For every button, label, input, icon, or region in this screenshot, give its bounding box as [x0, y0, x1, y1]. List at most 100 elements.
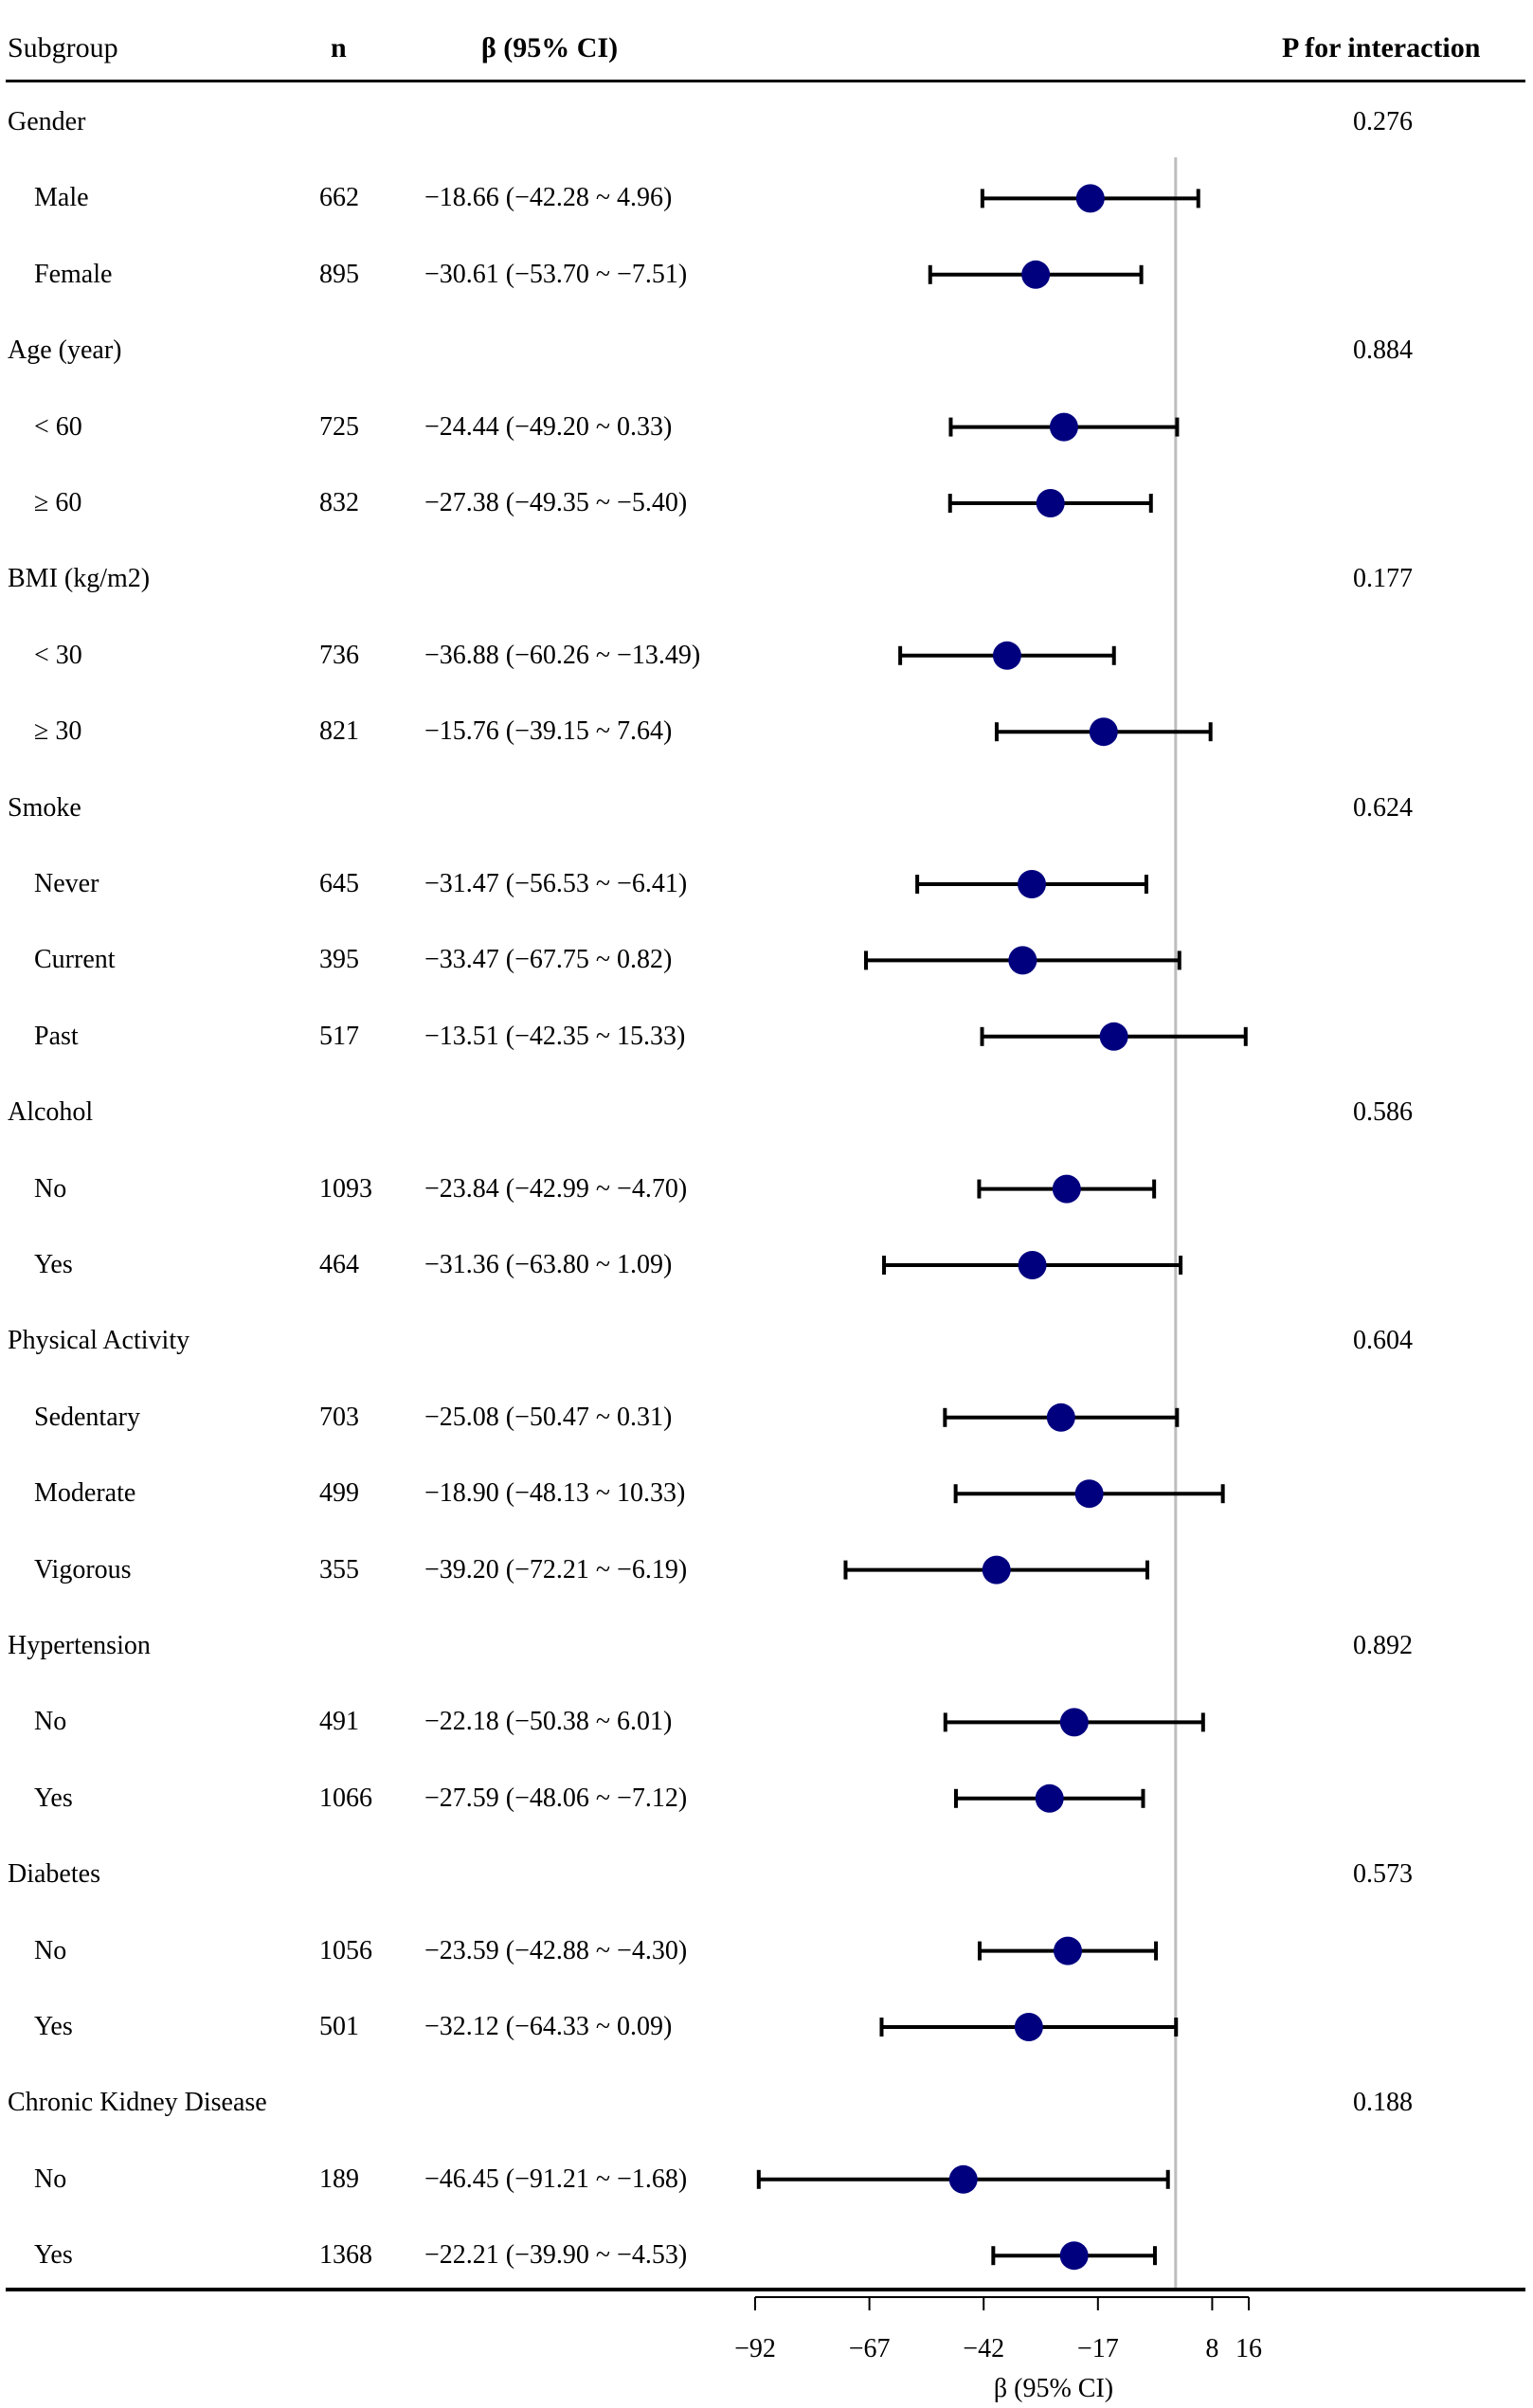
x-tick-label: 8	[1205, 2334, 1219, 2363]
subgroup-label: ≥ 30	[34, 716, 82, 747]
n-value: 1093	[319, 1173, 372, 1204]
estimate-point	[1036, 489, 1065, 517]
beta-ci-text: −27.59 (−48.06 ~ −7.12)	[424, 1783, 688, 1813]
subgroup-label: Past	[34, 1021, 79, 1051]
header-n: n	[331, 32, 347, 63]
subgroup-label: Yes	[34, 2012, 73, 2041]
n-value: 1056	[319, 1935, 372, 1965]
bottom-rule	[6, 2288, 1525, 2291]
estimate-point	[1008, 946, 1037, 975]
p-interaction-value: 0.586	[1353, 1097, 1413, 1128]
group-label: Gender	[8, 107, 86, 136]
beta-ci-text: −18.66 (−42.28 ~ 4.96)	[424, 183, 673, 213]
estimate-point	[1014, 2013, 1043, 2041]
beta-ci-text: −36.88 (−60.26 ~ −13.49)	[424, 640, 701, 670]
subgroup-label: No	[34, 1707, 67, 1737]
subgroup-label: < 60	[34, 411, 82, 442]
p-interaction-value: 0.884	[1353, 335, 1413, 366]
n-value: 189	[319, 2164, 359, 2194]
subgroup-label: Male	[34, 183, 89, 213]
beta-ci-text: −32.12 (−64.33 ~ 0.09)	[424, 2012, 673, 2041]
n-value: 395	[319, 945, 359, 975]
estimate-point	[1018, 1251, 1047, 1279]
subgroup-label: Never	[34, 869, 99, 898]
estimate-point	[1021, 260, 1051, 289]
estimate-point	[1059, 1708, 1089, 1737]
n-value: 464	[319, 1250, 359, 1279]
subgroup-label: No	[34, 1173, 67, 1204]
subgroup-label: Yes	[34, 2240, 73, 2271]
estimate-point	[1018, 870, 1047, 898]
n-value: 662	[319, 183, 359, 213]
header-subgroup: Subgroup	[8, 32, 118, 63]
estimate-point	[1046, 1403, 1075, 1432]
beta-ci-text: −30.61 (−53.70 ~ −7.51)	[424, 259, 688, 289]
x-tick-label: 16	[1235, 2334, 1262, 2363]
p-interaction-value: 0.604	[1353, 1326, 1413, 1356]
subgroup-label: Current	[34, 945, 116, 975]
group-label: Smoke	[8, 792, 81, 823]
x-tick-label: −42	[963, 2334, 1005, 2363]
n-value: 736	[319, 640, 359, 670]
n-value: 725	[319, 411, 359, 442]
subgroup-label: Female	[34, 259, 113, 289]
subgroup-label: Yes	[34, 1250, 73, 1279]
x-tick-label: −92	[734, 2334, 776, 2363]
subgroup-label: No	[34, 1935, 67, 1965]
beta-ci-text: −33.47 (−67.75 ~ 0.82)	[424, 945, 673, 975]
beta-ci-text: −15.76 (−39.15 ~ 7.64)	[424, 716, 673, 747]
estimate-point	[1054, 1936, 1083, 1965]
n-value: 821	[319, 716, 359, 747]
estimate-point	[1075, 184, 1105, 213]
n-value: 517	[319, 1021, 359, 1051]
p-interaction-value: 0.276	[1353, 107, 1413, 136]
beta-ci-text: −23.59 (−42.88 ~ −4.30)	[424, 1935, 688, 1965]
n-value: 1368	[319, 2240, 372, 2271]
x-axis-title: β (95% CI)	[993, 2374, 1114, 2403]
p-interaction-value: 0.177	[1353, 564, 1413, 594]
top-rule	[6, 80, 1525, 82]
group-label: Alcohol	[8, 1097, 94, 1128]
n-value: 703	[319, 1402, 359, 1432]
estimate-point	[1035, 1783, 1064, 1813]
n-value: 832	[319, 488, 359, 517]
subgroup-label: Sedentary	[34, 1402, 140, 1432]
group-label: Physical Activity	[8, 1326, 190, 1356]
beta-ci-text: −39.20 (−72.21 ~ −6.19)	[424, 1554, 688, 1584]
beta-ci-text: −27.38 (−49.35 ~ −5.40)	[424, 488, 688, 517]
estimate-point	[1089, 717, 1118, 747]
header-p-interaction: P for interaction	[1282, 32, 1481, 63]
x-tick-label: −67	[848, 2334, 891, 2363]
n-value: 895	[319, 259, 359, 289]
beta-ci-text: −13.51 (−42.35 ~ 15.33)	[424, 1021, 686, 1051]
subgroup-label: Yes	[34, 1783, 73, 1813]
beta-ci-text: −31.47 (−56.53 ~ −6.41)	[424, 869, 688, 898]
subgroup-label: < 30	[34, 640, 82, 670]
beta-ci-text: −46.45 (−91.21 ~ −1.68)	[424, 2164, 688, 2194]
group-label: Hypertension	[8, 1631, 151, 1660]
n-value: 645	[319, 869, 359, 898]
group-label: Age (year)	[8, 335, 122, 366]
beta-ci-text: −22.18 (−50.38 ~ 6.01)	[424, 1707, 673, 1737]
n-value: 1066	[319, 1783, 372, 1813]
group-label: Chronic Kidney Disease	[8, 2088, 267, 2118]
group-label: BMI (kg/m2)	[8, 564, 151, 594]
subgroup-label: Moderate	[34, 1478, 136, 1509]
group-label: Diabetes	[8, 1859, 100, 1890]
estimate-point	[982, 1555, 1011, 1584]
p-interaction-value: 0.188	[1353, 2088, 1413, 2118]
beta-ci-text: −31.36 (−63.80 ~ 1.09)	[424, 1250, 673, 1279]
p-interaction-value: 0.892	[1353, 1631, 1413, 1660]
n-value: 499	[319, 1478, 359, 1509]
estimate-point	[1099, 1022, 1128, 1051]
beta-ci-text: −18.90 (−48.13 ~ 10.33)	[424, 1478, 686, 1509]
beta-ci-text: −24.44 (−49.20 ~ 0.33)	[424, 411, 673, 442]
x-tick-label: −17	[1076, 2334, 1119, 2363]
p-interaction-value: 0.573	[1353, 1859, 1413, 1890]
beta-ci-text: −25.08 (−50.47 ~ 0.31)	[424, 1402, 673, 1432]
subgroup-label: Vigorous	[34, 1554, 132, 1584]
estimate-point	[1052, 1174, 1081, 1204]
beta-ci-text: −23.84 (−42.99 ~ −4.70)	[424, 1173, 688, 1204]
